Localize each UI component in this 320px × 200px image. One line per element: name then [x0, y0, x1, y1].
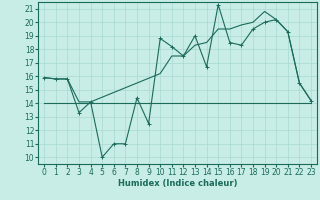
X-axis label: Humidex (Indice chaleur): Humidex (Indice chaleur) [118, 179, 237, 188]
